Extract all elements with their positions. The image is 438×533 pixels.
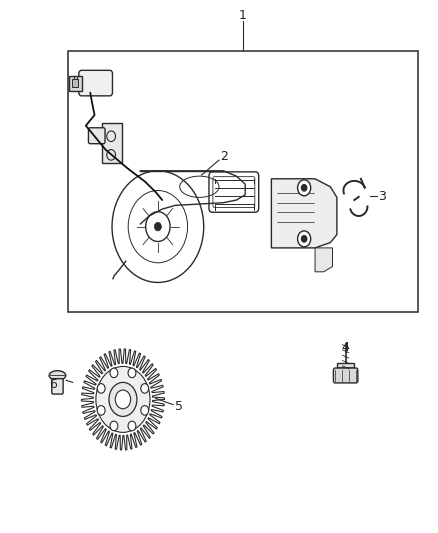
- Circle shape: [128, 421, 136, 431]
- Circle shape: [297, 180, 311, 196]
- Bar: [69, 76, 82, 91]
- Bar: [72, 79, 78, 87]
- Circle shape: [301, 236, 307, 242]
- Text: 3: 3: [378, 190, 386, 203]
- FancyBboxPatch shape: [52, 378, 63, 394]
- Circle shape: [141, 384, 148, 393]
- Circle shape: [115, 390, 131, 409]
- Polygon shape: [272, 179, 337, 248]
- FancyBboxPatch shape: [102, 123, 122, 163]
- Circle shape: [96, 367, 150, 432]
- FancyBboxPatch shape: [88, 128, 105, 144]
- Text: 1: 1: [239, 9, 247, 22]
- FancyBboxPatch shape: [79, 70, 113, 96]
- Circle shape: [154, 222, 161, 231]
- Text: 5: 5: [175, 400, 183, 413]
- Bar: [68, 51, 418, 312]
- Circle shape: [301, 184, 307, 191]
- FancyBboxPatch shape: [209, 172, 259, 212]
- Text: 6: 6: [49, 378, 57, 391]
- Circle shape: [128, 368, 136, 378]
- Polygon shape: [315, 248, 332, 272]
- Circle shape: [141, 406, 148, 415]
- FancyBboxPatch shape: [333, 368, 358, 383]
- FancyBboxPatch shape: [337, 363, 354, 371]
- Circle shape: [97, 384, 105, 393]
- Text: 2: 2: [220, 150, 228, 164]
- Text: 4: 4: [342, 341, 350, 354]
- Circle shape: [110, 368, 118, 378]
- Circle shape: [97, 406, 105, 415]
- Circle shape: [109, 382, 137, 416]
- Circle shape: [110, 421, 118, 431]
- FancyBboxPatch shape: [213, 176, 255, 207]
- Circle shape: [297, 231, 311, 247]
- Ellipse shape: [49, 370, 66, 380]
